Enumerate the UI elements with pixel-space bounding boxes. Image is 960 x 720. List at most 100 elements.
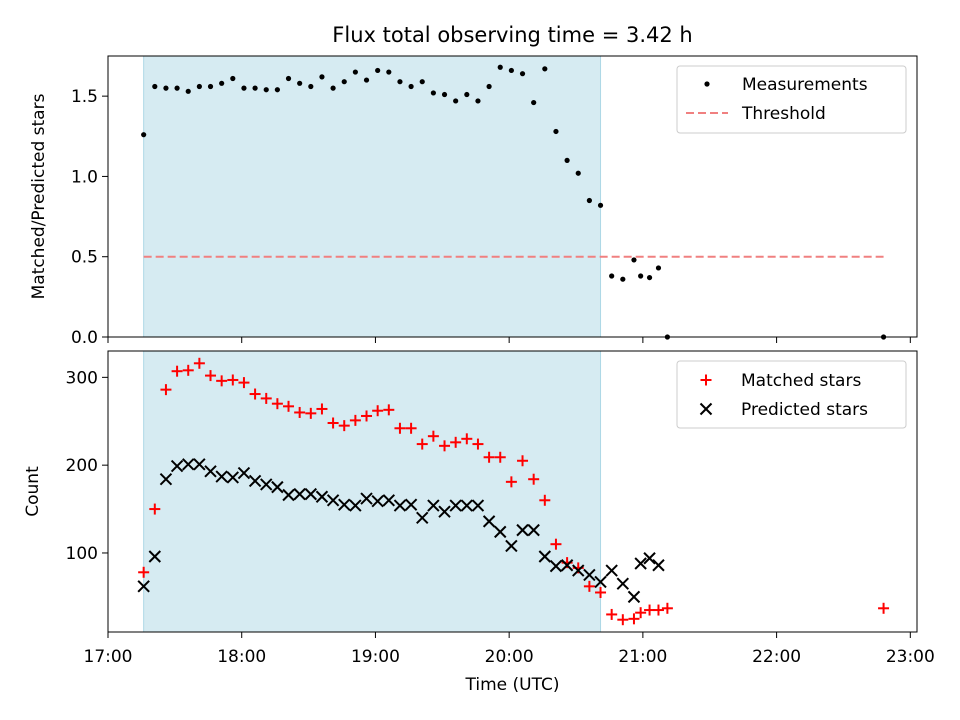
x-axis-label: Time (UTC) (465, 675, 560, 695)
matched-point (171, 365, 183, 377)
predicted-point (237, 466, 251, 480)
top-observing-span (143, 55, 602, 338)
predicted-point (527, 523, 540, 537)
matched-point (294, 406, 306, 418)
predicted-point (427, 499, 440, 512)
measurement-point (464, 91, 470, 98)
matched-point (472, 438, 484, 450)
predicted-point (226, 471, 240, 484)
matched-point (483, 451, 495, 463)
legend-matched-label: Matched stars (741, 371, 861, 391)
measurement-point (497, 64, 503, 70)
matched-point (528, 473, 540, 485)
measurement-point (408, 83, 414, 90)
predicted-point (159, 472, 173, 486)
matched-point (238, 377, 250, 389)
measurement-point (655, 265, 662, 271)
predicted-point (560, 559, 574, 572)
top-y-axis-label: Matched/Predicted stars (29, 93, 49, 299)
top-points (141, 64, 887, 340)
predicted-point (193, 458, 206, 471)
matched-point (416, 438, 428, 450)
measurement-point (564, 157, 570, 163)
predicted-point (182, 458, 195, 471)
matched-point (361, 410, 373, 422)
matched-point (372, 405, 384, 417)
measurement-point (274, 87, 280, 93)
top-y-tick-label: 1.5 (71, 87, 98, 107)
matched-point (461, 433, 473, 445)
predicted-point (482, 515, 496, 528)
matched-point (878, 602, 890, 614)
measurement-point (163, 85, 169, 91)
matched-point (405, 422, 417, 434)
matched-point (539, 494, 551, 506)
measurement-point (363, 77, 370, 83)
matched-point (260, 392, 272, 404)
matched-point (505, 476, 517, 488)
predicted-point (516, 523, 529, 537)
predicted-point (393, 499, 407, 512)
predicted-point (382, 494, 396, 507)
predicted-point (634, 557, 647, 570)
measurement-point (319, 74, 325, 80)
bottom-panel: 100 200 300 17:00 18:00 19:00 20:00 21:00 22:00… (23, 350, 935, 695)
matched-point (394, 422, 406, 434)
matched-point (227, 374, 239, 386)
measurement-point (330, 85, 336, 91)
top-axes-frame (107, 55, 918, 338)
matched-point (494, 451, 506, 463)
bottom-y-ticks: 100 200 300 (66, 368, 108, 564)
predicted-point (605, 564, 618, 577)
measurement-point (308, 83, 314, 90)
measurement-point (586, 197, 592, 204)
legend-x-glyph (699, 402, 713, 416)
predicted-point (572, 564, 585, 577)
legend-matched-marker (700, 374, 712, 386)
predicted-point (260, 478, 273, 491)
predicted-point (215, 470, 228, 483)
measurement-point (430, 90, 436, 96)
measurement-point (597, 202, 604, 208)
matched-point (182, 364, 194, 376)
measurement-point (542, 66, 548, 72)
measurement-point (352, 69, 358, 75)
bottom-legend-box (676, 360, 907, 429)
predicted-point (170, 459, 184, 473)
x-tick-label: 17:00 (84, 647, 133, 667)
matched-point (338, 420, 350, 432)
bottom-y-tick-label: 300 (66, 368, 98, 388)
matched-point (193, 357, 205, 369)
measurement-point (341, 79, 347, 85)
top-x-ticks (107, 337, 911, 343)
predicted-point (360, 492, 373, 505)
predicted-point (494, 525, 507, 539)
legend-measurements-marker (704, 81, 710, 87)
predicted-point (416, 511, 429, 525)
x-tick-label: 21:00 (618, 647, 667, 667)
measurement-point (297, 80, 303, 86)
top-y-tick-label: 0.0 (71, 328, 98, 348)
top-legend-box (676, 65, 907, 134)
top-y-tick-label: 1.0 (71, 167, 98, 187)
measurement-point (230, 75, 236, 82)
matched-point (138, 566, 150, 578)
predicted-point (471, 499, 485, 512)
predicted-point (538, 550, 552, 563)
predicted-point (248, 474, 262, 488)
predicted-point (304, 487, 318, 501)
predicted-point (549, 559, 563, 573)
predicted-point (627, 590, 641, 604)
bottom-x-ticks: 17:00 18:00 19:00 20:00 21:00 22:00 23:00 (84, 632, 935, 667)
measurement-point (441, 91, 448, 98)
measurement-point (486, 83, 492, 90)
measurement-point (285, 75, 292, 82)
matched-point (550, 538, 562, 550)
matched-point (283, 400, 295, 412)
matched-point (439, 440, 451, 452)
matched-point (305, 407, 317, 419)
matched-point (316, 403, 328, 415)
predicted-point (137, 580, 150, 593)
measurement-point (531, 99, 537, 106)
